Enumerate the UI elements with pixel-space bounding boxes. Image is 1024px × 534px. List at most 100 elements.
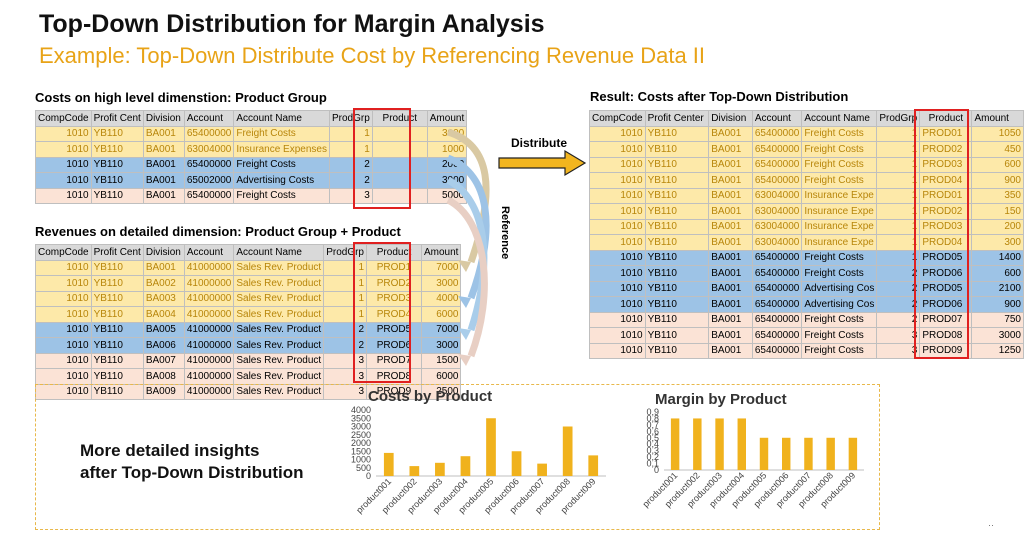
y-tick-label: 500 bbox=[356, 463, 371, 473]
y-tick-label: 0,6 bbox=[646, 426, 659, 436]
table-cell: 1 bbox=[876, 187, 921, 204]
bar-product004 bbox=[737, 418, 746, 470]
table-cell: BA001 bbox=[708, 327, 753, 344]
bar-product003 bbox=[435, 462, 445, 476]
table-cell: YB110 bbox=[644, 249, 710, 266]
y-tick-label: 0 bbox=[654, 465, 659, 475]
table-cell: YB110 bbox=[90, 352, 144, 369]
table-cell: 1400 bbox=[971, 249, 1024, 266]
table-cell: YB110 bbox=[644, 141, 710, 158]
table-cell: BA001 bbox=[708, 249, 753, 266]
table-row: 1010 YB110 BA001 65002000 Advertising Costs 2… bbox=[35, 172, 468, 189]
table-cell: 1010 bbox=[589, 296, 646, 313]
table-cell: Sales Rev. Product bbox=[233, 321, 325, 338]
table-cell: 1 bbox=[328, 125, 373, 142]
table-cell: 200 bbox=[971, 218, 1024, 235]
table-cell: 63004000 bbox=[751, 203, 803, 220]
table-cell: Advertising Cos bbox=[801, 296, 878, 313]
table-cell: 2 bbox=[876, 296, 921, 313]
table-cell: Sales Rev. Product bbox=[233, 290, 325, 307]
margin-chart-title: Margin by Product bbox=[655, 391, 787, 408]
table-cell bbox=[371, 141, 428, 158]
costs-body: 1010 YB110 BA001 65400000 Freight Costs 1 3000… bbox=[35, 125, 468, 204]
table-cell: 65002000 bbox=[183, 172, 235, 189]
table-cell: 2 bbox=[328, 172, 373, 189]
table-cell: YB110 bbox=[644, 125, 710, 142]
table-cell bbox=[371, 172, 428, 189]
insight-line-1: More detailed insights bbox=[80, 441, 260, 460]
result-col-header: ProdGrp bbox=[876, 110, 921, 127]
margin-by-product-chart: 00,10,20,30,40,50,60,70,80,9product001pr… bbox=[641, 407, 864, 509]
table-cell: BA001 bbox=[708, 296, 753, 313]
table-cell bbox=[371, 125, 428, 142]
table-cell: 1010 bbox=[589, 280, 646, 297]
table-cell: PROD5 bbox=[366, 321, 422, 338]
table-cell: BA001 bbox=[708, 265, 753, 282]
table-cell: 7000 bbox=[420, 321, 462, 338]
table-cell: 3 bbox=[328, 187, 373, 204]
table-cell: 1010 bbox=[589, 327, 646, 344]
y-tick-label: 0,7 bbox=[646, 420, 659, 430]
costs-section-label: Costs on high level dimenstion: Product … bbox=[35, 90, 327, 105]
y-tick-label: 0,3 bbox=[646, 446, 659, 456]
costs-col-header: Amount bbox=[426, 110, 468, 127]
table-cell: YB110 bbox=[90, 125, 144, 142]
table-cell: 750 bbox=[971, 311, 1024, 328]
table-cell: YB110 bbox=[90, 141, 144, 158]
bar-product008 bbox=[826, 437, 835, 470]
table-cell: PROD09 bbox=[919, 342, 973, 359]
table-cell: 1010 bbox=[35, 187, 92, 204]
table-cell: BA001 bbox=[142, 125, 185, 142]
table-cell: 600 bbox=[971, 265, 1024, 282]
revenues-section-label: Revenues on detailed dimension: Product … bbox=[35, 224, 401, 239]
bar-product007 bbox=[804, 437, 813, 470]
reference-label: Reference bbox=[499, 206, 511, 260]
table-cell: 63004000 bbox=[751, 187, 803, 204]
table-cell: YB110 bbox=[90, 172, 144, 189]
table-cell: Freight Costs bbox=[801, 172, 878, 189]
table-cell: 1010 bbox=[35, 368, 92, 385]
insight-panel bbox=[35, 384, 880, 530]
table-cell: BA001 bbox=[142, 141, 185, 158]
insight-text: More detailed insights after Top-Down Di… bbox=[80, 440, 304, 484]
table-cell: Sales Rev. Product bbox=[233, 368, 325, 385]
table-cell: 2 bbox=[323, 321, 367, 338]
table-cell: PROD1 bbox=[366, 259, 422, 276]
table-row: 1010 YB110 BA001 65400000 Freight Costs 3 PROD… bbox=[589, 327, 1024, 344]
y-tick-label: 0,5 bbox=[646, 433, 659, 443]
table-cell: 1010 bbox=[589, 172, 646, 189]
costs-by-product-chart: 05001000150020002500300035004000product0… bbox=[351, 405, 606, 515]
table-cell: 600 bbox=[971, 156, 1024, 173]
table-cell: PROD02 bbox=[919, 203, 973, 220]
table-cell: 3 bbox=[323, 352, 367, 369]
result-body: 1010 YB110 BA001 65400000 Freight Costs 1 PROD… bbox=[589, 125, 1024, 359]
bar-product002 bbox=[409, 466, 420, 476]
table-cell: Insurance Expe bbox=[801, 218, 878, 235]
page-title: Top-Down Distribution for Margin Analysi… bbox=[39, 10, 545, 38]
table-cell: BA001 bbox=[708, 187, 753, 204]
table-cell: 1010 bbox=[589, 187, 646, 204]
table-cell: BA001 bbox=[142, 187, 185, 204]
bar-product007 bbox=[537, 463, 547, 476]
table-cell: 2 bbox=[876, 311, 921, 328]
table-cell: BA006 bbox=[142, 337, 185, 354]
table-cell: 2100 bbox=[971, 280, 1024, 297]
table-row: 1010 YB110 BA001 63004000 Insurance Expe 1 PRO… bbox=[589, 187, 1024, 204]
table-cell: BA001 bbox=[708, 141, 753, 158]
table-cell: 1 bbox=[876, 156, 921, 173]
costs-header-row: CompCode Profit Cent Division Account Accoun… bbox=[35, 110, 468, 127]
table-cell: 65400000 bbox=[183, 125, 235, 142]
table-cell: YB110 bbox=[644, 187, 710, 204]
table-cell: PROD07 bbox=[919, 311, 973, 328]
table-cell bbox=[371, 187, 428, 204]
table-cell: 1010 bbox=[589, 249, 646, 266]
table-cell: 41000000 bbox=[183, 321, 235, 338]
table-cell: 63004000 bbox=[751, 234, 803, 251]
table-cell: 41000000 bbox=[183, 383, 235, 400]
page-marker: ·· bbox=[988, 520, 994, 530]
result-table: CompCode Profit Center Division Account Acco… bbox=[589, 110, 1024, 359]
table-cell: PROD02 bbox=[919, 141, 973, 158]
table-cell: Advertising Cos bbox=[801, 280, 878, 297]
table-cell: Insurance Expenses bbox=[233, 141, 330, 158]
table-cell: Freight Costs bbox=[801, 342, 878, 359]
